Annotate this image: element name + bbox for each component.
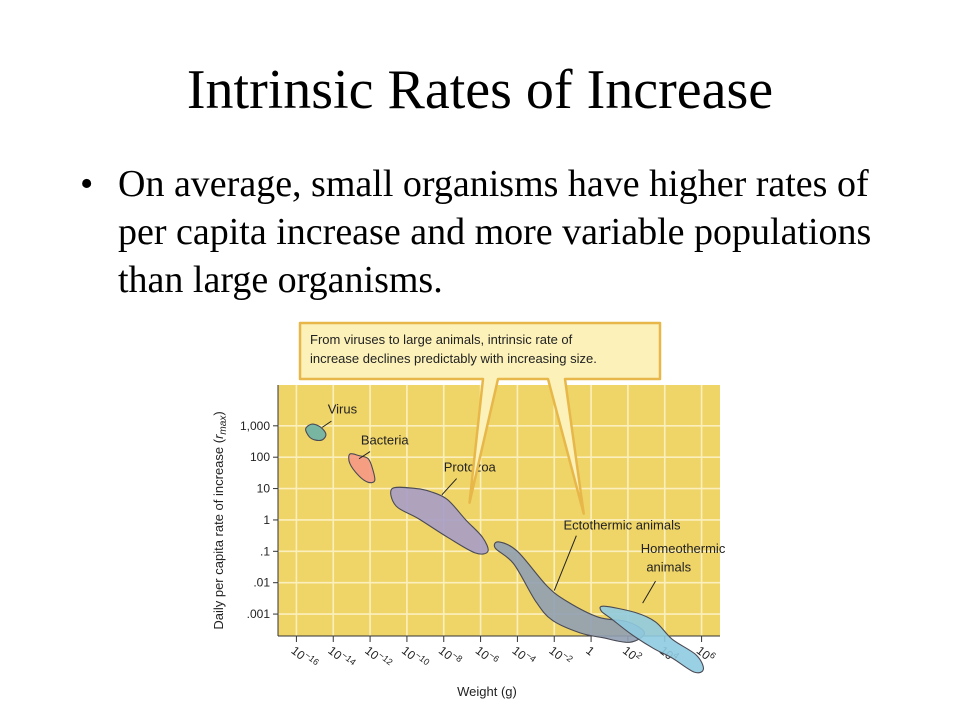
y-axis-label: Daily per capita rate of increase (rmax) xyxy=(211,411,229,629)
x-tick-label: 10−4 xyxy=(510,642,538,669)
x-tick-label: 10−10 xyxy=(399,642,431,672)
slide-title: Intrinsic Rates of Increase xyxy=(186,59,774,121)
bullet-text: On average, small organisms have higher … xyxy=(118,163,872,301)
y-tick-label: 1 xyxy=(263,513,270,527)
label-homeothermic: Homeothermic xyxy=(641,541,726,556)
plot-background xyxy=(278,385,720,636)
region-bacteria xyxy=(348,453,376,484)
x-tick-label: 1 xyxy=(583,643,597,658)
callout-box xyxy=(298,321,662,515)
region-homeothermic-animals xyxy=(599,605,704,674)
y-tick-label: .001 xyxy=(247,607,271,621)
x-tick-label: 10−14 xyxy=(325,642,357,672)
leader-line-bacteria xyxy=(358,451,371,460)
leader-line-protozoa xyxy=(441,478,458,496)
x-axis-label: Weight (g) xyxy=(457,684,517,699)
leader-line-animals xyxy=(642,580,656,604)
callout-line: increase declines predictably with incre… xyxy=(310,351,597,366)
label-protozoa: Protozoa xyxy=(444,459,497,474)
x-tick-label: 102 xyxy=(620,642,644,666)
leader-line-ectothermic-animals xyxy=(553,535,577,591)
y-tick-label: .1 xyxy=(260,544,270,558)
label-animals: animals xyxy=(646,560,691,575)
x-tick-label: 10−12 xyxy=(362,642,394,672)
y-tick-label: 1,000 xyxy=(240,419,270,433)
callout-line: From viruses to large animals, intrinsic… xyxy=(310,332,573,347)
region-protozoa xyxy=(390,486,489,555)
y-tick-label: 100 xyxy=(250,450,270,464)
label-bacteria: Bacteria xyxy=(361,433,409,448)
region-virus xyxy=(305,423,327,441)
x-tick-label: 10−16 xyxy=(289,642,321,672)
x-tick-label: 10−6 xyxy=(473,642,501,669)
bullet-dot: • xyxy=(80,163,94,205)
x-tick-label: 10−2 xyxy=(546,642,574,669)
y-tick-label: 10 xyxy=(257,482,271,496)
leader-line-virus xyxy=(321,420,332,428)
label-virus: Virus xyxy=(328,401,358,416)
y-tick-label: .01 xyxy=(253,576,270,590)
label-ectothermic-animals: Ectothermic animals xyxy=(563,517,681,532)
x-tick-label: 10−8 xyxy=(436,642,464,669)
bullet-item: • On average, small organisms have highe… xyxy=(80,160,880,304)
